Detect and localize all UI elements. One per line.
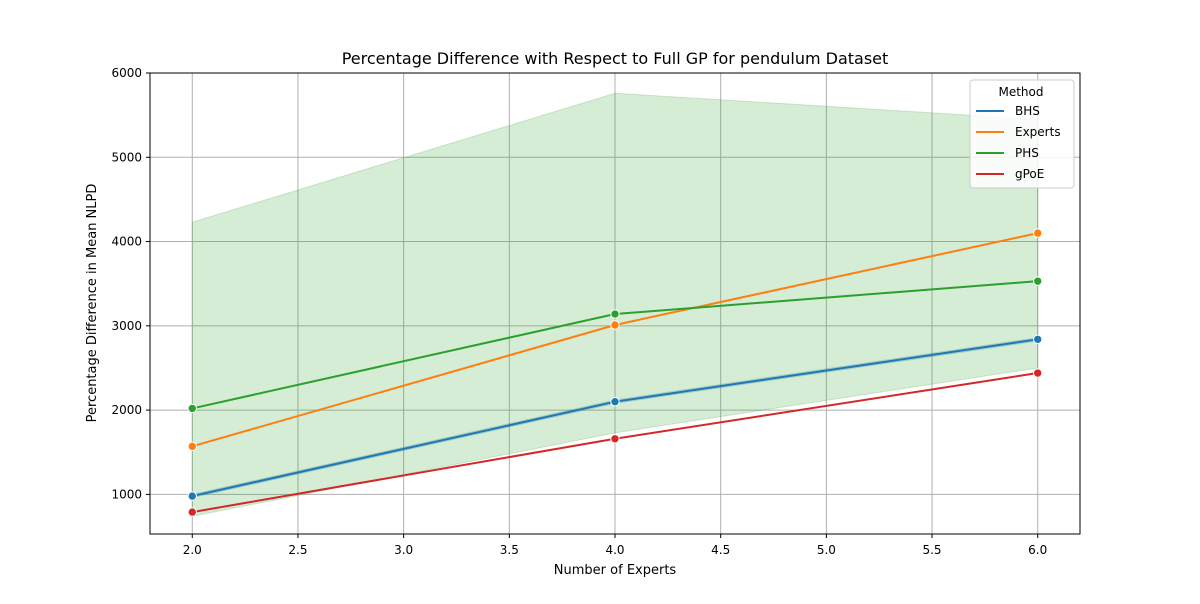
legend-box <box>969 79 1075 189</box>
y-tick-label: 4000 <box>111 235 142 249</box>
legend-label-experts: Experts <box>1015 125 1061 139</box>
data-point-phs <box>187 403 197 414</box>
x-tick-label: 2.5 <box>288 543 307 557</box>
data-point-experts <box>610 320 620 330</box>
x-tick-label: 5.5 <box>922 543 941 557</box>
data-point-gpoe <box>187 507 197 517</box>
x-tick-label: 4.5 <box>711 543 730 557</box>
legend-label-gpoe: gPoE <box>1015 167 1044 181</box>
x-tick-label: 6.0 <box>1028 543 1047 557</box>
x-tick-label: 3.5 <box>500 543 519 557</box>
data-point-bhs <box>1033 334 1043 345</box>
x-tick-label: 5.0 <box>817 543 836 557</box>
chart-title: Percentage Difference with Respect to Fu… <box>342 49 889 68</box>
plot-area: 2.0 2.5 3.0 3.5 4.0 4.5 5.0 5.5 6.0 1000 2000 3000 4… <box>111 66 1081 557</box>
legend-label-bhs: BHS <box>1015 104 1040 118</box>
data-point-bhs <box>187 491 197 501</box>
y-tick-label: 2000 <box>111 403 142 417</box>
legend: Method BHS Experts PHS gPoE <box>969 79 1075 189</box>
y-tick-label: 1000 <box>111 487 142 501</box>
data-point-phs <box>610 309 620 319</box>
y-tick-label: 5000 <box>111 150 142 164</box>
data-point-experts <box>187 441 197 452</box>
y-tick-label: 3000 <box>111 319 142 333</box>
legend-label-phs: PHS <box>1015 146 1039 160</box>
x-tick-label: 2.0 <box>183 543 202 557</box>
y-axis-label: Percentage Difference in Mean NLPD <box>85 184 100 423</box>
x-tick-label: 3.0 <box>394 543 413 557</box>
x-tick-label: 4.0 <box>605 543 624 557</box>
data-point-gpoe <box>610 434 620 444</box>
legend-title: Method <box>998 85 1043 99</box>
data-point-bhs <box>610 396 620 407</box>
data-point-phs <box>1033 276 1043 286</box>
data-point-experts <box>1033 228 1043 238</box>
x-axis-label: Number of Experts <box>554 563 677 578</box>
data-point-gpoe <box>1033 368 1043 378</box>
y-tick-label: 6000 <box>111 66 142 80</box>
